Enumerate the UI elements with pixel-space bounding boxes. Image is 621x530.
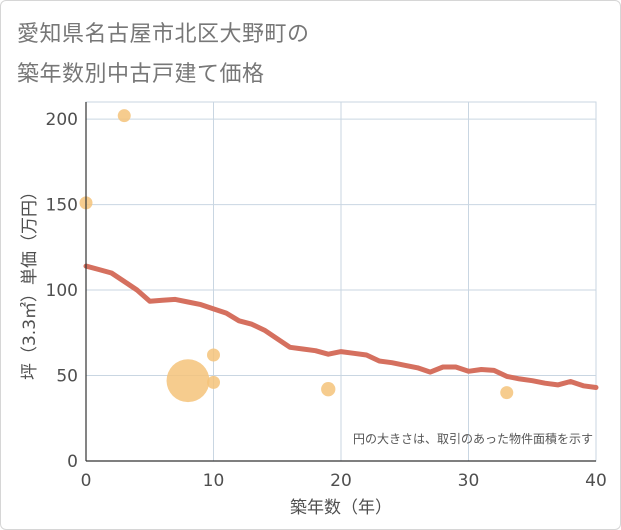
size-note: 円の大きさは、取引のあった物件面積を示す [353,431,593,446]
data-bubble [166,359,210,403]
y-axis-label: 坪（3.3㎡）単価（万円） [20,183,40,380]
x-tick-label: 40 [585,471,607,491]
y-tick-label: 150 [46,196,78,216]
x-tick-label: 10 [203,471,225,491]
y-tick-label: 50 [56,367,78,387]
y-tick-label: 100 [46,281,78,301]
x-tick-label: 0 [81,471,92,491]
trend-layer [83,263,599,390]
data-bubble [321,382,336,397]
data-bubble [207,375,220,389]
data-bubble [500,386,514,400]
grid-lines [86,102,597,461]
x-axis-label: 築年数（年） [290,498,392,518]
chart-title-line-1: 愛知県名古屋市北区大野町の [17,22,310,47]
x-tick-label: 20 [330,471,352,491]
data-bubble [207,348,220,362]
y-tick-label: 200 [46,110,78,130]
data-bubble [117,109,131,123]
tick-labels: 0 10 20 30 40 0 50 100 150 200 [46,102,607,491]
bubble-layer [79,109,514,403]
trend-line [83,263,599,390]
chart-title-line-2: 築年数別中古戸建て価格 [17,62,265,87]
x-tick-label: 30 [458,471,480,491]
y-tick-label: 0 [67,452,78,472]
